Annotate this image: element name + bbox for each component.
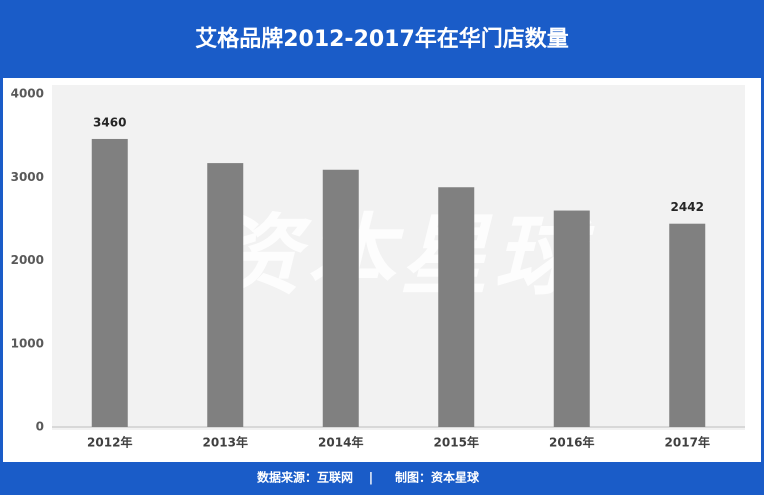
source: 数据来源：互联网 (257, 470, 353, 485)
chart-title: 艾格品牌2012-2017年在华门店数量 (195, 26, 569, 52)
y-tick-label: 1000 (11, 336, 44, 350)
data-label: 2442 (671, 200, 704, 214)
y-tick-label: 3000 (11, 170, 44, 184)
y-tick-label: 4000 (11, 87, 44, 101)
bar (553, 210, 590, 427)
credit: 制图：资本星球 (395, 470, 480, 485)
bar (91, 138, 128, 427)
x-tick-label: 2014年 (318, 435, 363, 450)
plot-area (52, 85, 745, 430)
y-tick-label: 0 (36, 420, 44, 434)
x-tick-label: 2017年 (665, 435, 710, 450)
data-label: 3460 (93, 115, 126, 129)
y-tick-label: 2000 (11, 253, 44, 267)
x-tick-label: 2016年 (549, 435, 594, 450)
bar (322, 169, 359, 427)
bar (669, 223, 706, 427)
x-tick-label: 2012年 (87, 435, 132, 450)
separator: | (369, 471, 373, 485)
watermark: 资本星球 (212, 204, 595, 307)
x-tick-label: 2013年 (203, 435, 248, 450)
bar (207, 163, 244, 427)
x-tick-label: 2015年 (434, 435, 479, 450)
bar (438, 187, 475, 427)
